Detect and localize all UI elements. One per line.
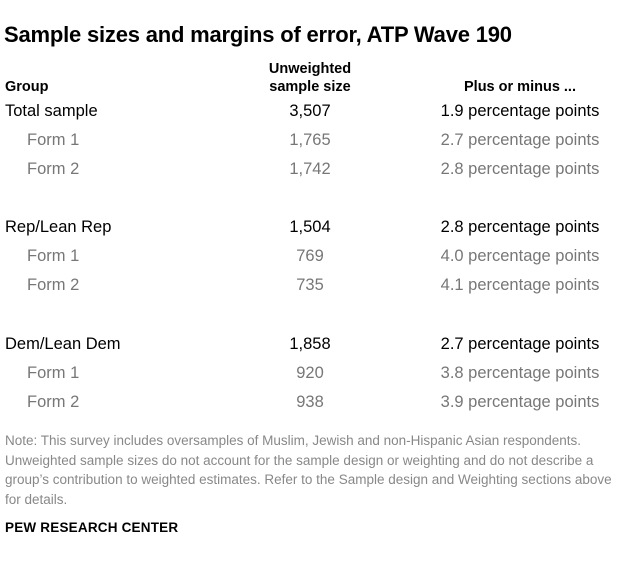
footnote: Note: This survey includes oversamples o… — [5, 433, 612, 507]
row-group-label: Rep/Lean Rep — [5, 218, 112, 236]
row-margin-of-error: 2.8 percentage points — [440, 160, 600, 178]
row-margin-of-error: 3.9 percentage points — [440, 393, 600, 411]
row-sample-size: 1,742 — [289, 160, 331, 178]
row-sample-size: 735 — [296, 276, 324, 294]
table-row: Rep/Lean Rep 1,504 2.8 percentage points — [0, 218, 639, 247]
row-sample-size: 1,858 — [289, 335, 331, 353]
header-group: Group — [5, 79, 49, 95]
row-margin-of-error: 2.7 percentage points — [440, 335, 600, 353]
table-row: Form 1 1,765 2.7 percentage points — [0, 131, 639, 160]
row-margin-of-error: 3.8 percentage points — [440, 364, 600, 382]
row-margin-of-error: 1.9 percentage points — [440, 102, 600, 120]
row-sample-size: 769 — [296, 247, 324, 265]
row-group-label: Form 2 — [27, 160, 80, 178]
row-sample-size: 938 — [296, 393, 324, 411]
source-credit: PEW RESEARCH CENTER — [5, 520, 179, 535]
row-group-label: Form 2 — [27, 393, 80, 411]
row-group-label: Total sample — [5, 102, 98, 120]
table-row: Form 2 938 3.9 percentage points — [0, 393, 639, 422]
table-row: Dem/Lean Dem 1,858 2.7 percentage points — [0, 335, 639, 364]
row-sample-size: 920 — [296, 364, 324, 382]
row-sample-size: 3,507 — [289, 102, 331, 120]
row-sample-size: 1,765 — [289, 131, 331, 149]
header-margin-of-error: Plus or minus ... — [464, 79, 576, 95]
row-group-label: Dem/Lean Dem — [5, 335, 121, 353]
table-row: Form 2 735 4.1 percentage points — [0, 276, 639, 305]
header-sample-size: Unweighted sample size — [240, 60, 380, 96]
table-row: Form 2 1,742 2.8 percentage points — [0, 160, 639, 189]
row-margin-of-error: 2.7 percentage points — [440, 131, 600, 149]
row-margin-of-error: 2.8 percentage points — [440, 218, 600, 236]
table-row: Total sample 3,507 1.9 percentage points — [0, 102, 639, 131]
header-sample-size-line1: Unweighted — [268, 61, 352, 77]
table-row: Form 1 920 3.8 percentage points — [0, 364, 639, 393]
row-group-label: Form 1 — [27, 131, 80, 149]
row-group-label: Form 1 — [27, 364, 80, 382]
table-row: Form 1 769 4.0 percentage points — [0, 247, 639, 276]
table-title: Sample sizes and margins of error, ATP W… — [4, 22, 512, 47]
header-sample-size-line2: sample size — [269, 79, 351, 95]
row-sample-size: 1,504 — [289, 218, 331, 236]
row-group-label: Form 1 — [27, 247, 80, 265]
row-group-label: Form 2 — [27, 276, 80, 294]
row-margin-of-error: 4.0 percentage points — [440, 247, 600, 265]
row-margin-of-error: 4.1 percentage points — [440, 276, 600, 294]
